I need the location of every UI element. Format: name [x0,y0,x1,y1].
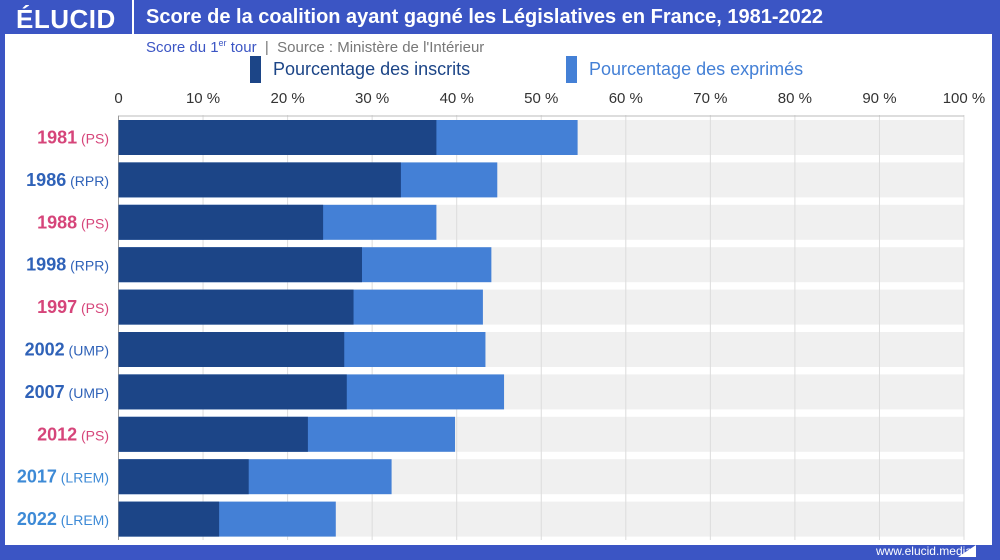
category-year: 2002 [25,340,65,360]
category-party: (PS) [77,427,109,443]
category-party: (LREM) [57,512,109,528]
bar-inscrits [118,204,324,240]
category-year: 2007 [25,382,65,402]
category-year: 1981 [37,128,77,148]
category-year: 1998 [26,255,66,275]
bar-inscrits [118,459,249,495]
legend-exprimes: Pourcentage des exprimés [566,56,803,83]
category-label: 1981 (PS) [37,128,109,148]
category-year: 1986 [26,170,66,190]
category-year: 2022 [17,509,57,529]
legend-swatch [250,56,261,83]
flag-icon [958,545,976,557]
footer-url[interactable]: www.elucid.media [875,544,972,558]
x-tick-label: 20 % [270,90,304,107]
legend-swatch [566,56,577,83]
x-tick-label: 30 % [355,90,389,107]
subtitle-round: Score du 1 [146,39,219,56]
bar-inscrits [118,416,308,452]
category-label: 2002 (UMP) [25,340,109,360]
x-tick-label: 40 % [440,90,474,107]
chart-title: Score de la coalition ayant gagné les Lé… [146,6,823,28]
category-label: 2022 (LREM) [17,509,109,529]
x-tick-label: 100 % [943,90,986,107]
legend-label: Pourcentage des exprimés [589,59,804,79]
x-tick-label: 80 % [778,90,812,107]
x-tick-label: 60 % [609,90,643,107]
category-label: 2017 (LREM) [17,467,109,487]
category-label: 1997 (PS) [37,297,109,317]
subtitle-separator: | [264,39,269,56]
category-label: 2007 (UMP) [25,382,109,402]
category-party: (RPR) [66,173,109,189]
category-label: 2012 (PS) [37,424,109,444]
x-tick-label: 0 [114,90,122,107]
category-party: (PS) [77,215,109,231]
category-year: 2017 [17,467,57,487]
legend-label: Pourcentage des inscrits [273,59,471,79]
category-party: (UMP) [65,385,109,401]
x-tick-label: 50 % [524,90,558,107]
bar-inscrits [118,332,345,367]
bar-inscrits [118,374,347,410]
logo: ÉLUCID [16,4,116,34]
bar-inscrits [118,501,220,537]
category-party: (UMP) [65,343,109,359]
category-label: 1986 (RPR) [26,170,109,190]
bar-inscrits [118,162,401,198]
category-label: 1988 (PS) [37,212,109,232]
source: Source : Ministère de l'Intérieur [277,39,485,56]
bar-inscrits [118,247,363,283]
x-tick-label: 10 % [186,90,220,107]
category-year: 2012 [37,424,77,444]
category-year: 1997 [37,297,77,317]
legend-inscrits: Pourcentage des inscrits [250,56,470,83]
category-party: (PS) [77,300,109,316]
category-label: 1998 (RPR) [26,255,109,275]
bar-inscrits [118,120,437,155]
subtitle: Score du 1er tour | Source : Ministère d… [146,38,484,56]
x-tick-label: 70 % [693,90,727,107]
header-divider [132,0,134,34]
category-party: (LREM) [57,470,109,486]
category-party: (PS) [77,131,109,147]
subtitle-sup: er [218,38,227,48]
x-tick-label: 90 % [862,90,896,107]
category-party: (RPR) [66,258,109,274]
subtitle-round-end: tour [226,39,257,56]
category-year: 1988 [37,212,77,232]
bar-inscrits [118,289,354,325]
